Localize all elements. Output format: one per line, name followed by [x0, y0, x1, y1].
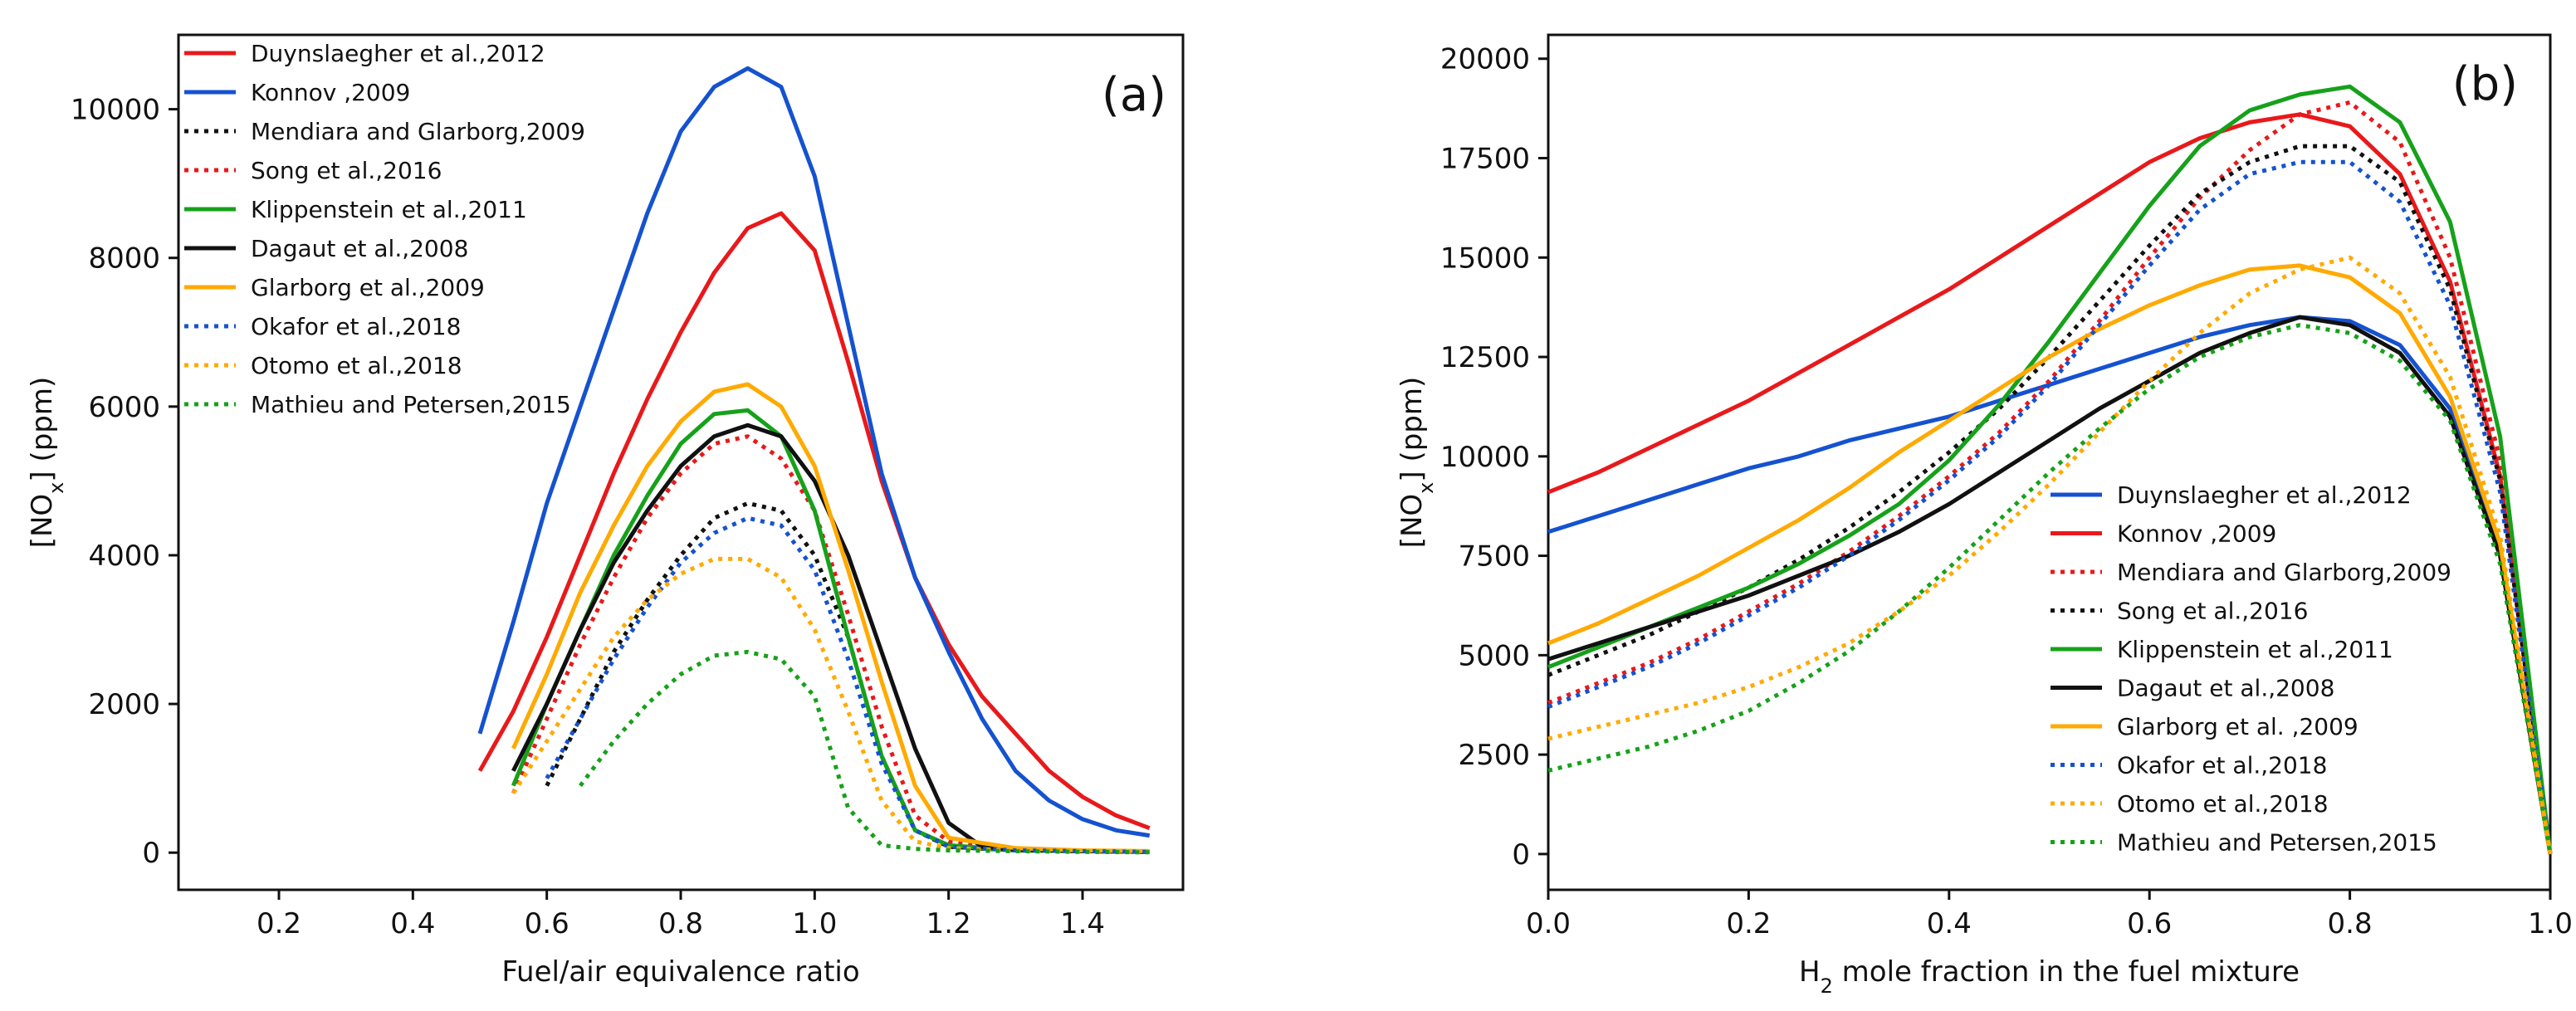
legend-entry-label: Duynslaegher et al.,2012 — [251, 40, 545, 67]
y-axis-label: [NOx] (ppm) — [26, 377, 68, 549]
chart-panel-b: 0.0 0.2 0.4 0.6 0.8 1.0 0 2500 5000 7500 10000 1250… — [1396, 33, 2573, 998]
legend-entry-label: Mendiara and Glarborg,2009 — [2117, 559, 2451, 586]
x-tick-label: 0.2 — [257, 907, 301, 940]
legend-entry-label: Mendiara and Glarborg,2009 — [251, 118, 585, 145]
series-line-glarborg-et-al-2009 — [511, 382, 1150, 853]
legend-entry-label: Song et al.,2016 — [2117, 598, 2308, 625]
x-tick-label: 1.4 — [1060, 907, 1105, 940]
y-tick-label: 8000 — [88, 242, 160, 276]
x-tick-label: 0.8 — [2328, 907, 2373, 940]
legend-entry-label: Song et al.,2016 — [251, 157, 442, 184]
y-tick-label: 20000 — [1440, 43, 1530, 76]
y-tick-label: 15000 — [1440, 242, 1530, 275]
series-line-glarborg-et-al-2009 — [1547, 263, 2553, 855]
x-tick-label: 0.6 — [525, 907, 569, 940]
legend-entry-label: Glarborg et al. ,2009 — [2117, 713, 2358, 740]
x-tick-label: 0.4 — [1927, 907, 1972, 940]
series-line-okafor-et-al-2018 — [1547, 159, 2553, 855]
series-line-dagaut-et-al-2008 — [511, 422, 1150, 854]
legend-entry-label: Otomo et al.,2018 — [2117, 790, 2329, 818]
y-tick-label: 5000 — [1458, 639, 1530, 672]
plot-area-frame — [1547, 33, 2552, 891]
legend: Duynslaegher et al.,2012 Konnov ,2009 Mend… — [2051, 481, 2451, 857]
legend-entry-label: Mathieu and Petersen,2015 — [251, 391, 571, 418]
series-line-mendiara-and-glarborg-2009 — [1547, 100, 2553, 855]
y-tick-label: 6000 — [88, 391, 160, 424]
legend-entry-label: Okafor et al.,2018 — [251, 313, 461, 340]
x-tick-label: 0.4 — [390, 907, 435, 940]
legend-entry-label: Okafor et al.,2018 — [2117, 752, 2327, 779]
y-tick-label: 4000 — [88, 540, 160, 573]
legend-entry-label: Dagaut et al.,2008 — [2117, 675, 2334, 702]
legend-entry-label: Klippenstein et al.,2011 — [2117, 636, 2393, 663]
x-tick-label: 1.2 — [926, 907, 971, 940]
legend-entry-label: Konnov ,2009 — [251, 79, 410, 106]
series-line-konnov-2009 — [1547, 112, 2553, 855]
y-tick-label: 17500 — [1440, 143, 1530, 176]
y-tick-label: 0 — [1512, 838, 1530, 872]
x-axis-label: H2 mole fraction in the fuel mixture — [1799, 955, 2300, 998]
y-tick-label: 2000 — [88, 688, 160, 721]
series-line-mathieu-and-petersen-2015 — [579, 649, 1150, 855]
x-tick-label: 0.2 — [1726, 907, 1771, 940]
legend-entry-label: Dagaut et al.,2008 — [251, 235, 468, 262]
legend-entry-label: Otomo et al.,2018 — [251, 352, 462, 379]
x-axis-label: Fuel/air equivalence ratio — [501, 955, 859, 989]
x-tick-label: 0.8 — [658, 907, 703, 940]
y-tick-label: 2500 — [1458, 739, 1530, 772]
panel-label: (b) — [2452, 57, 2518, 111]
x-tick-label: 0.6 — [2127, 907, 2172, 940]
y-tick-label: 0 — [142, 837, 160, 870]
y-axis-label: [NOx] (ppm) — [1396, 377, 1438, 549]
y-tick-label: 10000 — [71, 94, 160, 127]
legend-entry-label: Konnov ,2009 — [2117, 520, 2276, 548]
series-line-klippenstein-et-al-2011 — [511, 408, 1150, 854]
panel-label: (a) — [1102, 68, 1166, 122]
legend-entry-label: Duynslaegher et al.,2012 — [2117, 481, 2412, 509]
series-line-mathieu-and-petersen-2015 — [1547, 323, 2553, 855]
x-tick-label: 1.0 — [2528, 907, 2573, 940]
legend-entry-label: Mathieu and Petersen,2015 — [2117, 829, 2437, 857]
y-tick-label: 7500 — [1458, 540, 1530, 574]
series-line-otomo-et-al-2018 — [511, 556, 1150, 854]
y-tick-label: 10000 — [1440, 441, 1530, 474]
x-tick-label: 1.0 — [792, 907, 837, 940]
y-tick-label: 12500 — [1440, 341, 1530, 374]
legend-entry-label: Glarborg et al.,2009 — [251, 274, 485, 301]
chart-panel-a: 0.2 0.4 0.6 0.8 1.0 1.2 1.4 0 2000 4000 6000 8000 10… — [26, 33, 1185, 989]
series-line-klippenstein-et-al-2011 — [1547, 84, 2553, 855]
series-line-song-et-al-2016 — [511, 434, 1150, 854]
legend-entry-label: Klippenstein et al.,2011 — [251, 196, 527, 223]
series-line-konnov-2009 — [477, 66, 1151, 838]
legend: Duynslaegher et al.,2012 Konnov ,2009 Mend… — [184, 40, 585, 418]
series-line-otomo-et-al-2018 — [1547, 255, 2553, 855]
x-tick-label: 0.0 — [1526, 907, 1571, 940]
series-line-duynslaegher-et-al-2012 — [477, 211, 1151, 831]
series-line-dagaut-et-al-2008 — [1547, 315, 2553, 855]
